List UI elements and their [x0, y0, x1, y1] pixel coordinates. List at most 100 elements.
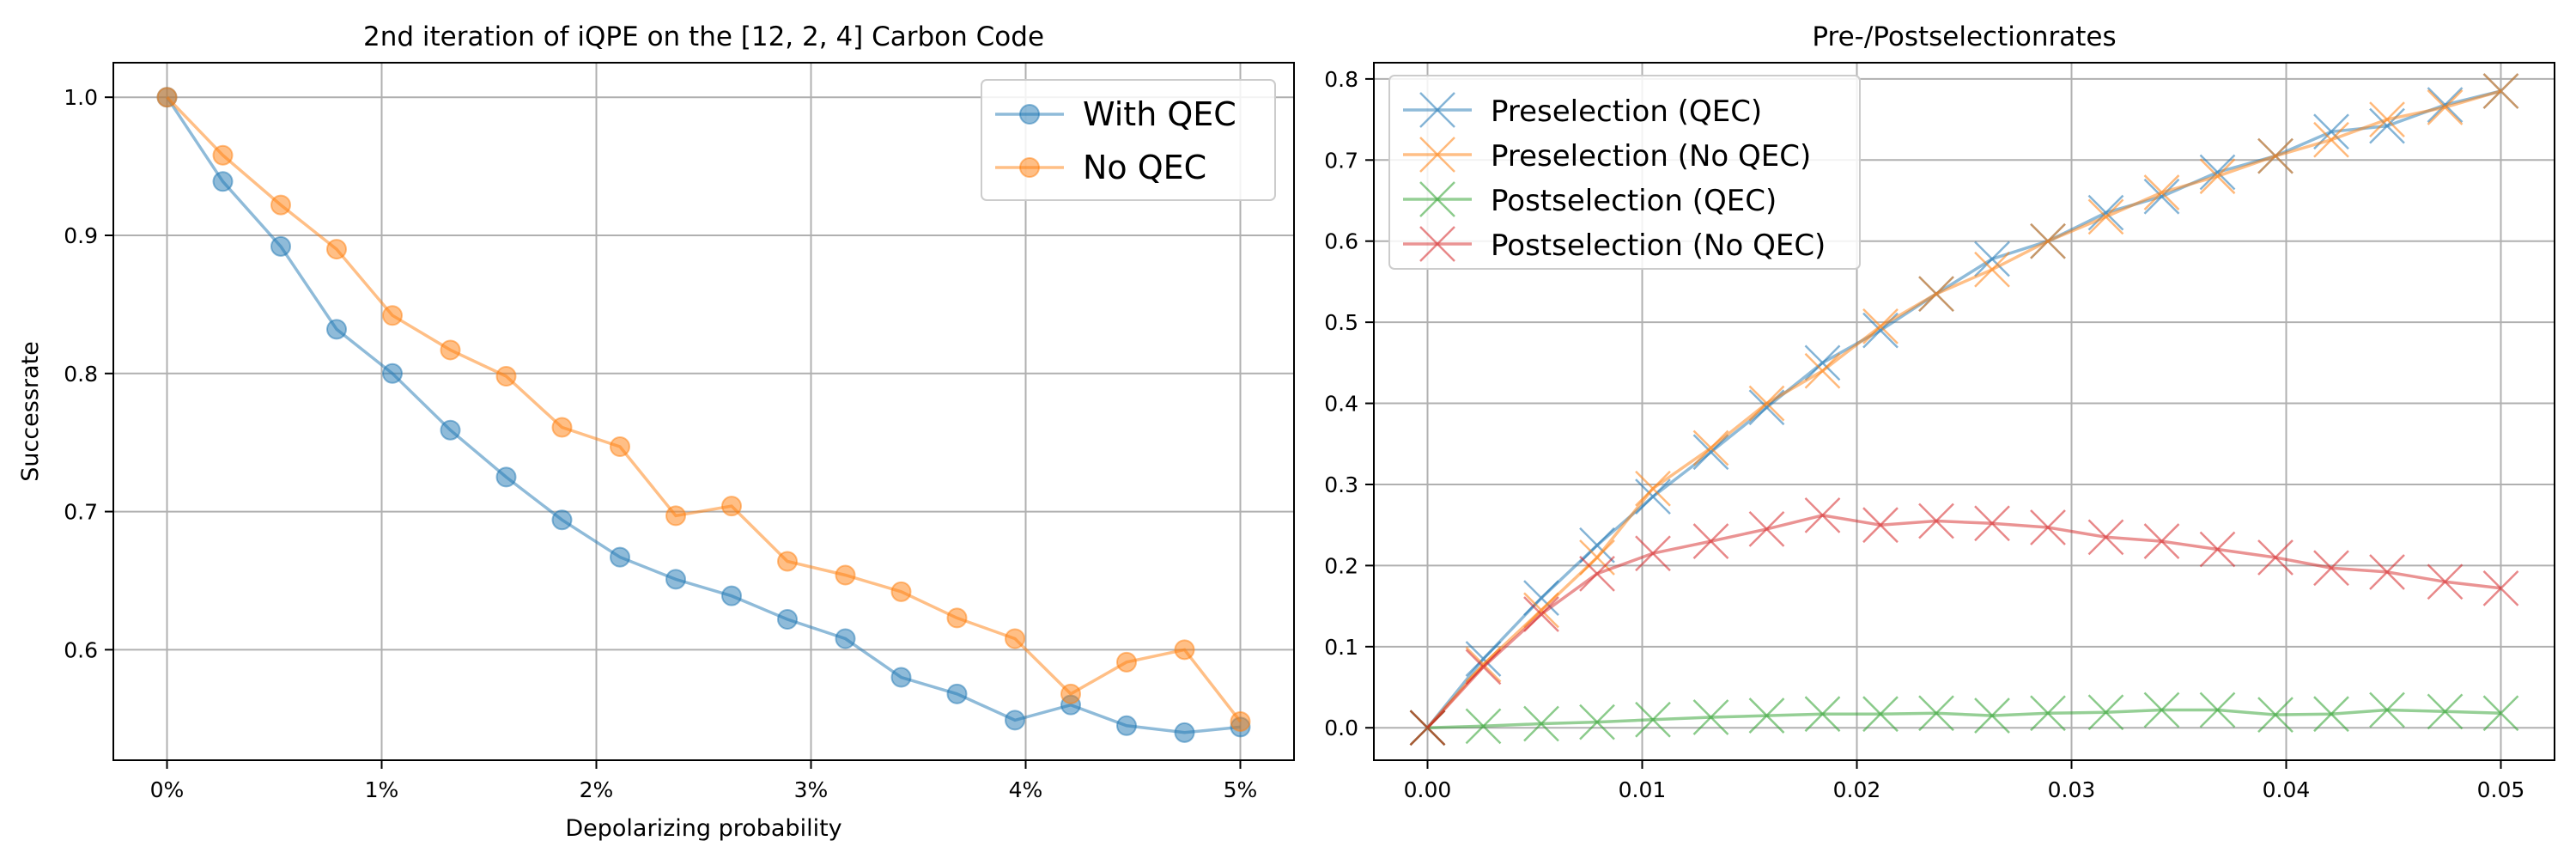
y-tick-label: 0.7 [64, 500, 98, 525]
x-tick-label: 5% [1224, 777, 1258, 802]
data-point [2482, 695, 2519, 732]
data-point [2087, 194, 2124, 231]
data-point [1862, 507, 1899, 544]
legend-label-preselection-qec: Preselection (QEC) [1491, 94, 1762, 129]
data-point [1523, 592, 1559, 629]
data-point [1635, 478, 1671, 515]
data-point [2369, 691, 2405, 728]
data-point [890, 581, 912, 602]
data-point [1974, 241, 2010, 277]
data-point [610, 436, 630, 458]
data-point [1523, 580, 1559, 617]
data-point [1635, 701, 1671, 738]
x-tick-label: 4% [1009, 777, 1043, 802]
series-postselection-no-qec [1409, 497, 2519, 746]
data-point [1635, 470, 1671, 507]
data-point [1748, 385, 1785, 422]
data-point [1804, 352, 1841, 389]
data-point [2257, 137, 2293, 174]
data-point [212, 171, 234, 192]
legend-marker [995, 157, 1064, 178]
data-point [1692, 430, 1729, 466]
x-tick-label: 2% [580, 777, 614, 802]
series-line-postselection-no-qec [1426, 514, 2501, 729]
data-point [835, 564, 856, 586]
series-with-qec [156, 87, 1251, 743]
success-rate-plot-frame [112, 62, 1295, 761]
data-point [382, 305, 403, 326]
data-point [2427, 87, 2464, 123]
data-point [1918, 503, 1954, 539]
data-point [270, 194, 291, 216]
data-point [2313, 550, 2349, 587]
data-point [835, 628, 856, 649]
data-point [270, 235, 291, 257]
data-point [440, 419, 461, 441]
data-point [551, 509, 573, 531]
data-point [156, 87, 178, 108]
legend-entry-postselection-no-qec: Postselection (No QEC) [1403, 226, 1826, 263]
data-point [1523, 705, 1559, 742]
data-point [1579, 704, 1615, 740]
y-tick-label: 0.0 [1324, 716, 1358, 740]
data-point [1635, 535, 1671, 572]
data-point [2087, 519, 2124, 556]
data-point [2199, 531, 2236, 568]
legend-marker [995, 104, 1064, 125]
data-point [1918, 695, 1954, 732]
legend-label-postselection-no-qec: Postselection (No QEC) [1491, 228, 1826, 263]
data-point [1804, 497, 1841, 533]
legend-marker [1403, 181, 1472, 217]
data-point [2030, 695, 2066, 732]
series-line-preselection-no-qec [1426, 89, 2501, 729]
data-point [1409, 710, 1446, 746]
selection-rate-legend-box [1388, 75, 1861, 270]
x-tick-label: 0.03 [2048, 777, 2096, 802]
x-tick-label: 0.02 [1833, 777, 1881, 802]
success-rate-legend-box [981, 79, 1276, 201]
data-point [2199, 691, 2236, 728]
data-point [1060, 683, 1081, 704]
data-point [2257, 539, 2293, 576]
data-point [1579, 555, 1615, 592]
data-point [1862, 696, 1899, 733]
data-point [326, 319, 347, 340]
success-rate-panel: 2nd iteration of iQPE on the [12, 2, 4] … [17, 21, 1295, 842]
x-tick-label: 1% [365, 777, 399, 802]
data-point [1174, 722, 1195, 743]
data-point [1116, 651, 1137, 673]
data-point [2427, 89, 2464, 125]
data-point [1005, 710, 1025, 731]
series-line-no-qec [166, 95, 1242, 723]
data-point [1974, 251, 2010, 288]
series-preselection-no-qec [1409, 73, 2519, 746]
success-rate-legend: With QEC No QEC [981, 79, 1276, 201]
data-point [1692, 523, 1729, 559]
data-point [2313, 121, 2349, 158]
data-point [2369, 107, 2405, 144]
selection-rate-ticks: 0.00 0.01 0.02 0.03 0.04 0.05 0.0 0.1 0.2 0.3 0.4 0… [1324, 67, 2524, 802]
y-tick-label: 0.8 [64, 362, 98, 387]
data-point [1230, 710, 1251, 732]
data-point [890, 667, 912, 688]
data-point [1465, 708, 1502, 745]
legend-entry-no-qec: No QEC [995, 149, 1206, 186]
y-tick-label: 0.6 [64, 637, 98, 662]
data-point [440, 339, 461, 361]
y-tick-label: 0.1 [1324, 635, 1358, 660]
data-point [1465, 646, 1502, 683]
legend-marker [1403, 92, 1472, 128]
data-point [2199, 154, 2236, 191]
legend-entry-preselection-no-qec: Preselection (No QEC) [1403, 137, 1811, 174]
legend-marker [1403, 226, 1472, 262]
data-point [212, 144, 234, 166]
x-tick-label: 0% [150, 777, 185, 802]
data-point [495, 365, 517, 387]
series-no-qec [156, 87, 1251, 732]
data-point [326, 239, 347, 260]
selection-rate-chart-title: Pre-/Postselectionrates [1812, 21, 2116, 52]
selection-rate-panel: Pre-/Postselectionrates 0.00 0.01 0.02 0.03… [1324, 21, 2555, 802]
y-tick-label: 0.5 [1324, 310, 1358, 335]
y-tick-label: 0.8 [1324, 67, 1358, 92]
